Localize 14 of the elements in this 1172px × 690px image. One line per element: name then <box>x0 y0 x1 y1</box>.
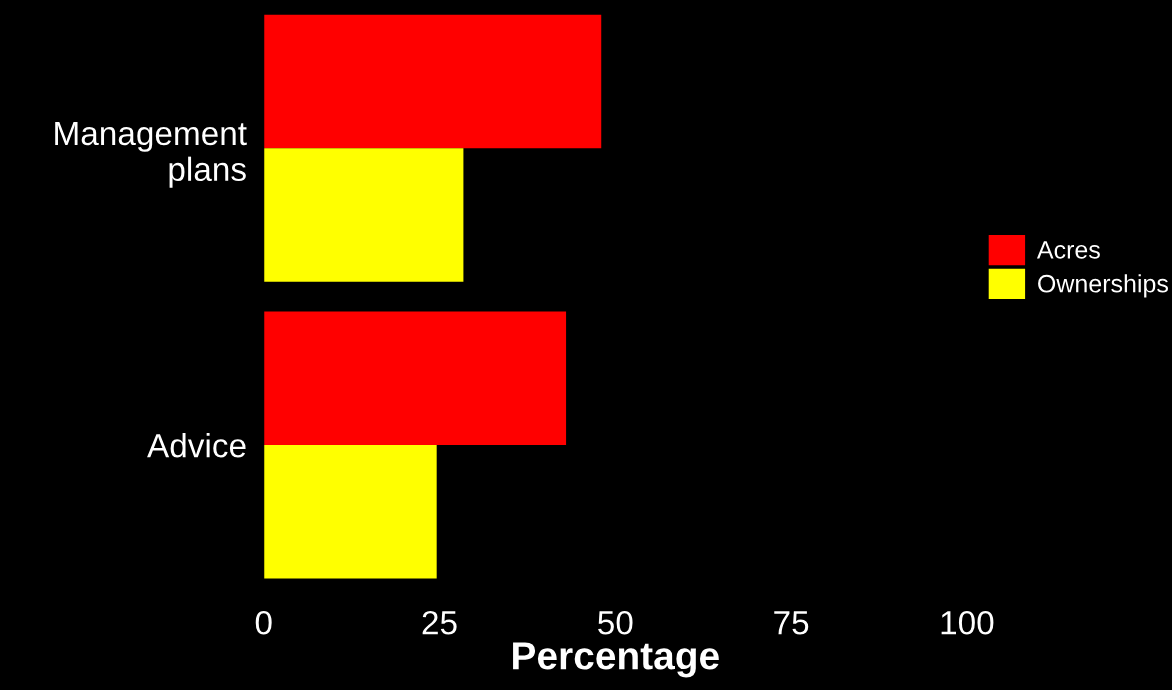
x-tick-label: 100 <box>941 610 994 635</box>
x-tick-label: 25 <box>422 610 457 635</box>
legend-label: Acres <box>1036 241 1100 259</box>
x-axis-title: Percentage <box>513 642 719 678</box>
x-tick-label: 0 <box>255 610 272 635</box>
legend-label: Ownerships <box>1038 274 1168 298</box>
x-tick-label: 50 <box>598 610 633 635</box>
x-tick-label: 75 <box>774 611 809 635</box>
bar <box>263 14 602 149</box>
bar <box>263 148 464 282</box>
y-tick-label: Advice <box>147 432 246 458</box>
y-tick-label: Management plans <box>55 121 247 188</box>
bar <box>263 445 437 579</box>
bar <box>263 311 567 446</box>
